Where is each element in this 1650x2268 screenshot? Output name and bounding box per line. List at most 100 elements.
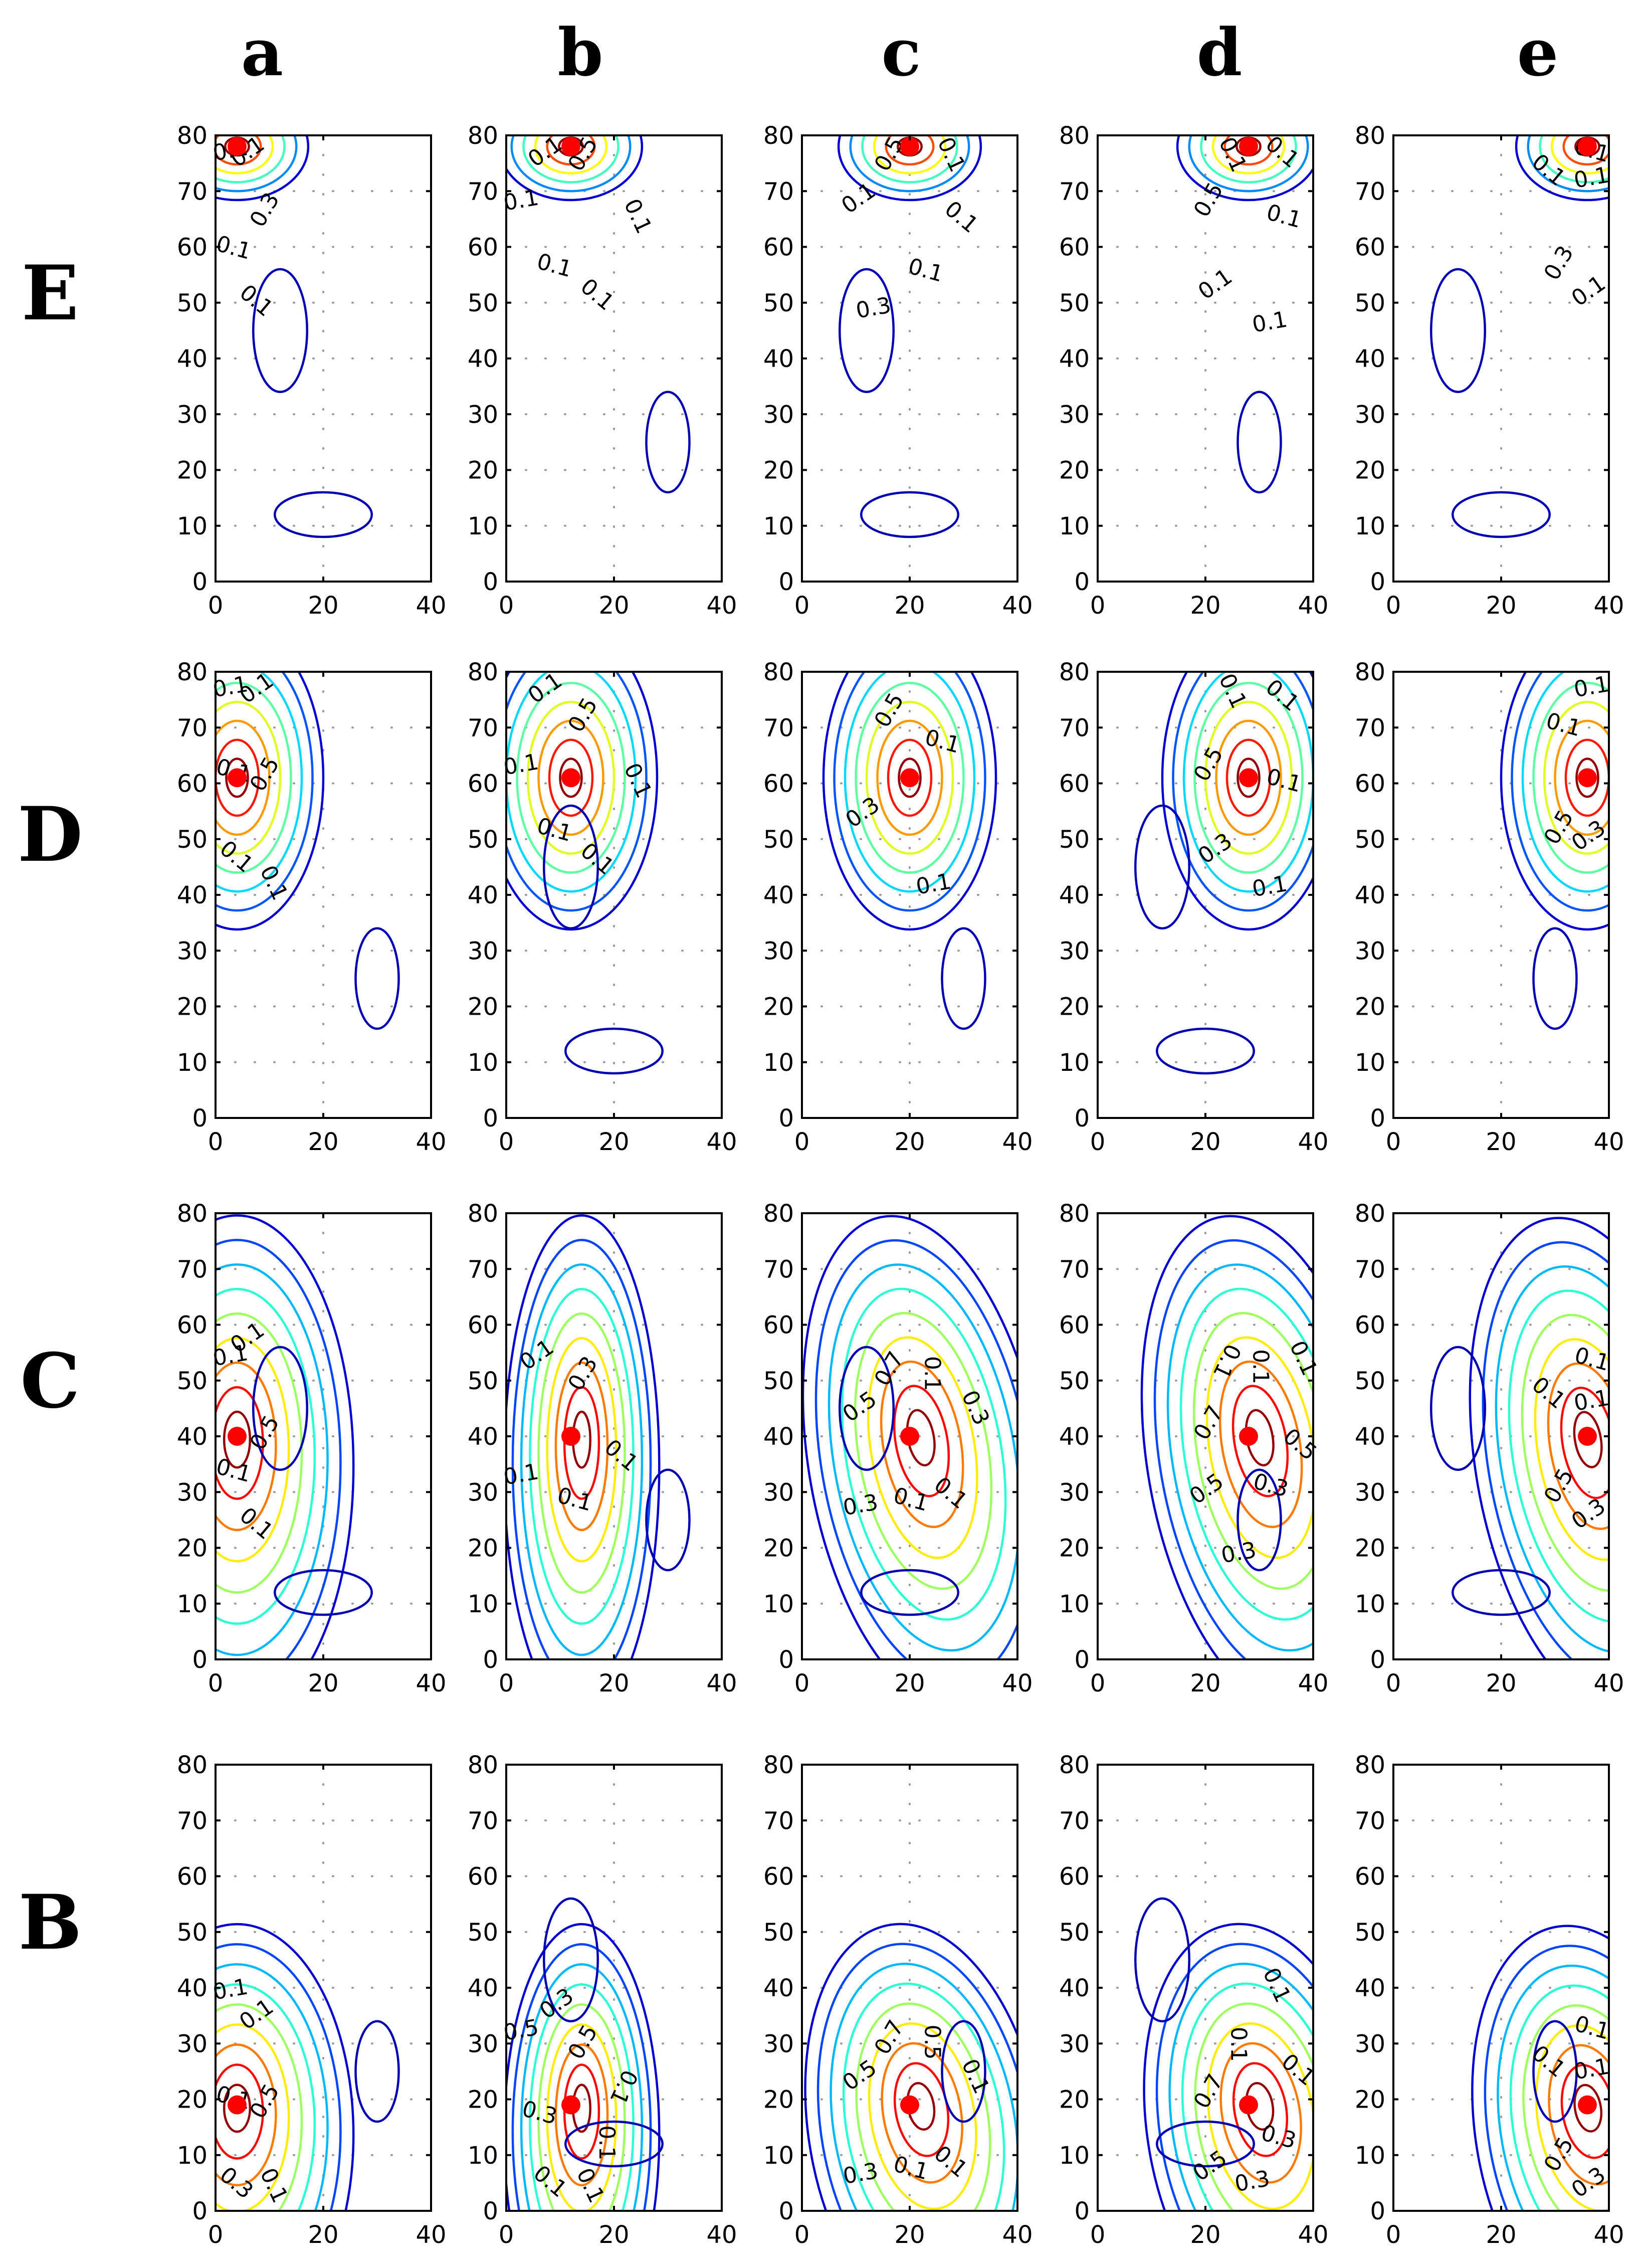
contour-level [1522, 2004, 1609, 2211]
y-tick-label: 40 [1355, 345, 1385, 373]
contour-level [529, 1288, 635, 1625]
contour-value-label: 0.1 [1208, 1340, 1246, 1383]
x-tick-label: 20 [1486, 1128, 1516, 1156]
column-label-d: d [1196, 14, 1243, 91]
contour-value-label: 0.1 [604, 2066, 643, 2109]
y-tick-label: 30 [1059, 1478, 1090, 1506]
contour-level-0.1 [1452, 491, 1551, 538]
contour-value-label: 0.1 [929, 1472, 972, 1514]
contour-level-0.1 [1452, 1569, 1551, 1616]
contour-value-label: 0.1 [534, 813, 575, 847]
y-tick-label: 20 [468, 1535, 498, 1563]
y-tick-label: 80 [763, 1751, 794, 1779]
contour-value-label: 0.1 [594, 2125, 620, 2160]
contour-level [554, 2043, 609, 2187]
y-tick-label: 60 [1355, 1863, 1385, 1891]
x-tick-label: 20 [598, 1128, 629, 1156]
y-tick-label: 80 [468, 122, 498, 150]
y-tick-label: 70 [177, 1255, 208, 1283]
contour-value-label: 0.3 [215, 2162, 258, 2204]
contour-level [216, 700, 282, 855]
contour-level [554, 1361, 609, 1532]
panel-D-c: 0.50.30.10.1 0 10 20 30 40 50 60 70 80 0 20 40 [763, 658, 1033, 1156]
y-tick-label: 20 [1355, 457, 1385, 485]
y-tick-label: 10 [468, 2142, 498, 2170]
y-tick-label: 60 [763, 1863, 794, 1891]
contour-level [510, 135, 632, 193]
contour-level [865, 700, 954, 855]
contour-level [1564, 738, 1609, 817]
contour-level [842, 1982, 1005, 2211]
contour-level [216, 2043, 277, 2187]
panel-E-e: 0.30.10.10.10.1 0 10 20 30 40 50 60 70 80 0 20 40 [1355, 122, 1624, 620]
y-tick-label: 70 [468, 1807, 498, 1835]
contour-value-label: 0.1 [1226, 2027, 1252, 2062]
contour-level [868, 2022, 977, 2210]
y-tick-label: 50 [1355, 289, 1385, 317]
contour-value-label: 0.3 [1233, 2166, 1272, 2197]
contour-level-0.1 [1532, 2020, 1578, 2123]
contour-level-0.1 [1134, 1897, 1190, 2022]
x-tick-label: 40 [1002, 1128, 1033, 1156]
y-tick-label: 70 [468, 1255, 498, 1283]
contour-value-label: 0.1 [1527, 149, 1570, 191]
x-tick-label: 20 [894, 1669, 925, 1697]
contour-level [881, 2042, 963, 2184]
y-tick-label: 0 [1370, 2197, 1385, 2225]
y-tick-label: 0 [778, 2197, 794, 2225]
y-tick-label: 10 [177, 1049, 208, 1077]
contour-value-label: 0.5 [245, 2080, 285, 2123]
y-tick-label: 40 [177, 1423, 208, 1451]
contour-labels: 0.50.30.10.1 [841, 689, 963, 900]
y-tick-label: 40 [763, 1423, 794, 1451]
contour-level [520, 1263, 644, 1656]
contour-level [1575, 758, 1599, 798]
contour-value-label: 0.1 [1543, 708, 1584, 741]
x-tick-label: 0 [1090, 2221, 1106, 2249]
y-tick-label: 80 [763, 122, 794, 150]
contour-lines [804, 1923, 1017, 2211]
x-tick-label: 40 [416, 592, 446, 620]
contour-level [1547, 1362, 1609, 1530]
contour-lines [216, 135, 373, 538]
contour-level [841, 1287, 1007, 1621]
contour-level [216, 135, 298, 193]
contour-level [1509, 1984, 1609, 2211]
source-marker [561, 1427, 580, 1446]
contour-level-0.1 [252, 1346, 308, 1471]
contour-level-0.1 [839, 1346, 895, 1471]
contour-level-0.1 [354, 927, 400, 1030]
row-label-E: E [21, 249, 79, 337]
contour-value-label: 0.3 [1567, 2162, 1610, 2203]
contour-level [898, 758, 922, 798]
y-tick-label: 50 [1059, 826, 1090, 854]
contour-level [216, 2023, 290, 2211]
contour-level [522, 135, 620, 183]
contour-level [1573, 2084, 1603, 2133]
contour-value-label: 0.1 [502, 1459, 541, 1490]
y-tick-label: 60 [468, 234, 498, 262]
panel-D-e: 0.50.30.10.1 0 10 20 30 40 50 60 70 80 0 20 40 [1355, 658, 1624, 1156]
contour-level [223, 2084, 252, 2133]
y-tick-label: 0 [1074, 1646, 1090, 1674]
y-tick-label: 80 [177, 1751, 208, 1779]
y-tick-label: 70 [468, 177, 498, 206]
contour-level [537, 1312, 626, 1594]
contour-level [216, 1923, 355, 2211]
contour-lines [1430, 1217, 1609, 1659]
y-tick-label: 60 [468, 1311, 498, 1340]
y-tick-label: 20 [1059, 457, 1090, 485]
contour-level [1211, 135, 1286, 174]
contour-value-label: 0.3 [535, 1983, 578, 2024]
contour-level-0.1 [1156, 2120, 1255, 2168]
source-marker [561, 2095, 580, 2115]
y-tick-label: 70 [1059, 1255, 1090, 1283]
contour-level-0.1 [564, 2120, 664, 2168]
y-tick-label: 30 [763, 937, 794, 965]
contour-level [1218, 1360, 1303, 1529]
contour-lines [1176, 135, 1313, 494]
y-tick-label: 50 [468, 289, 498, 317]
